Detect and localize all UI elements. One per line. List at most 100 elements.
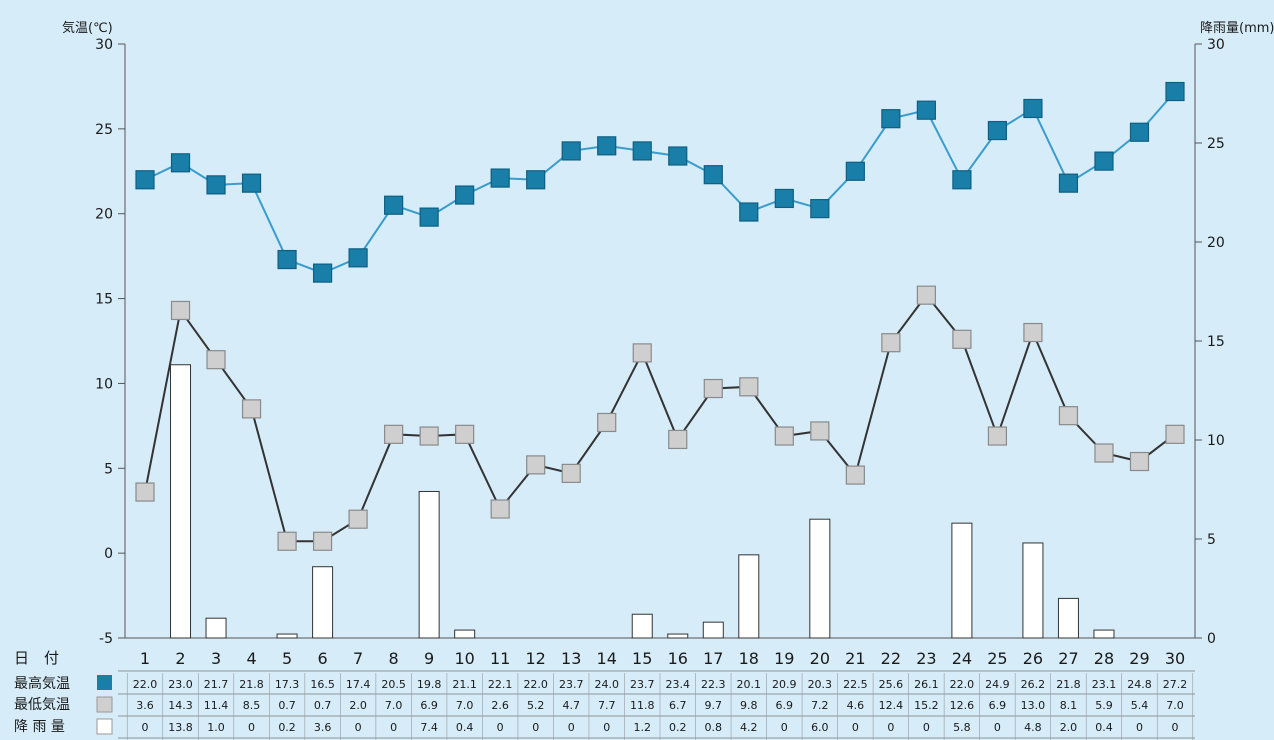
rainfall-bar — [1093, 629, 1115, 639]
max-temp-point — [490, 168, 510, 188]
min-temp-cell: 0.7 — [314, 699, 332, 712]
min-temp-point — [1023, 322, 1043, 343]
min-temp-cell: 11.4 — [204, 699, 229, 712]
max-temp-cell: 22.0 — [950, 678, 975, 691]
min-temp-line — [144, 293, 1176, 543]
max-temp-cell: 17.4 — [346, 678, 371, 691]
min-temp-point — [881, 333, 901, 353]
rainfall-cell: 0 — [390, 721, 397, 734]
max-temp-point — [277, 249, 297, 270]
max-temp-point — [526, 170, 546, 190]
min-temp-point — [1129, 451, 1150, 472]
max-temp-point — [987, 120, 1008, 141]
row-label-day: 日 付 — [14, 649, 59, 667]
day-label: 24 — [952, 649, 972, 668]
day-label: 12 — [526, 649, 546, 668]
min-temp-point — [419, 426, 439, 446]
rainfall-bar — [454, 629, 476, 639]
day-label: 17 — [703, 649, 723, 668]
rainfall-cell: 0.4 — [456, 721, 474, 734]
min-temp-point — [241, 399, 262, 419]
axes: 気温(℃) 降雨量(mm) — [62, 20, 1274, 639]
rainfall-cell: 0 — [568, 721, 575, 734]
max-temp-point — [632, 141, 652, 161]
min-temp-point — [952, 329, 972, 349]
rainfall-cell: 0 — [248, 721, 255, 734]
min-temp-point — [703, 378, 723, 399]
day-label: 11 — [490, 649, 510, 668]
rainfall-cell: 2.0 — [1060, 721, 1078, 734]
max-temp-point — [597, 136, 617, 156]
left-tick-group: 30 25 20 15 10 5 0 -5 — [95, 37, 125, 647]
right-tick-label: 20 — [1207, 235, 1225, 251]
min-temp-cell: 5.2 — [527, 699, 545, 712]
day-label: 14 — [597, 649, 617, 668]
day-label: 5 — [282, 649, 292, 668]
max-temp-point — [810, 199, 830, 219]
max-temp-point — [1094, 151, 1114, 171]
rainfall-cell: 0 — [1172, 721, 1179, 734]
day-label: 3 — [211, 649, 221, 668]
rainfall-bar — [1057, 597, 1079, 639]
day-label: 22 — [881, 649, 901, 668]
max-temp-cell: 23.1 — [1092, 678, 1117, 691]
rainfall-bar — [170, 364, 192, 639]
min-temp-cell: 8.1 — [1060, 699, 1078, 712]
rainfall-bar — [702, 621, 724, 639]
rainfall-bar — [1022, 542, 1044, 639]
max-temp-cell: 23.0 — [168, 678, 193, 691]
min-temp-point — [312, 531, 333, 551]
max-temp-cell: 21.1 — [452, 678, 477, 691]
max-temp-point — [455, 185, 475, 205]
max-temp-cell: 23.7 — [559, 678, 584, 691]
table-cells: 122.03.60223.014.313.8321.711.41.0421.88… — [118, 649, 1195, 740]
max-temp-point — [312, 263, 333, 283]
min-temp-point — [810, 421, 830, 441]
max-temp-point — [135, 170, 155, 190]
rainfall-cell: 0.4 — [1095, 721, 1113, 734]
min-temp-point — [348, 509, 368, 529]
max-temp-cell: 23.4 — [666, 678, 691, 691]
max-temp-point — [348, 248, 368, 268]
max-temp-point — [916, 100, 936, 120]
max-temp-cell: 24.0 — [594, 678, 619, 691]
max-temp-point — [845, 161, 865, 181]
min-temp-cell: 6.7 — [669, 699, 687, 712]
max-temp-point — [703, 165, 723, 185]
min-temp-point — [384, 424, 404, 444]
min-temp-point — [597, 412, 617, 433]
day-label: 6 — [317, 649, 327, 668]
min-temp-point — [1165, 424, 1185, 444]
rainfall-cell: 0.2 — [278, 721, 296, 734]
min-temp-cell: 9.7 — [705, 699, 723, 712]
row-label-max: 最高気温 — [14, 675, 70, 692]
rainfall-bar — [418, 490, 440, 639]
min-temp-cell: 5.4 — [1131, 699, 1149, 712]
rainfall-cell: 0 — [142, 721, 149, 734]
max-temp-series — [135, 81, 1185, 283]
day-label: 4 — [246, 649, 256, 668]
rainfall-bar — [951, 522, 973, 639]
min-temp-point — [526, 455, 546, 475]
rainfall-cell: 0 — [1136, 721, 1143, 734]
max-temp-cell: 23.7 — [630, 678, 655, 691]
rainfall-cell: 4.2 — [740, 721, 758, 734]
day-label: 28 — [1094, 649, 1114, 668]
min-temp-cell: 2.0 — [349, 699, 367, 712]
right-tick-label: 0 — [1207, 631, 1216, 647]
min-temp-point — [170, 300, 191, 321]
left-tick-label: -5 — [99, 631, 113, 647]
max-temp-point — [881, 109, 901, 129]
max-temp-cell: 22.0 — [523, 678, 548, 691]
day-label: 21 — [845, 649, 865, 668]
min-temp-series — [135, 285, 1185, 551]
min-temp-point — [739, 377, 759, 397]
max-temp-point — [384, 195, 404, 215]
rainfall-cell: 7.4 — [420, 721, 438, 734]
day-label: 15 — [632, 649, 652, 668]
day-label: 9 — [424, 649, 434, 668]
rainfall-bars — [170, 364, 1115, 639]
day-label: 18 — [739, 649, 759, 668]
rainfall-cell: 6.0 — [811, 721, 829, 734]
min-temp-cell: 12.6 — [950, 699, 975, 712]
